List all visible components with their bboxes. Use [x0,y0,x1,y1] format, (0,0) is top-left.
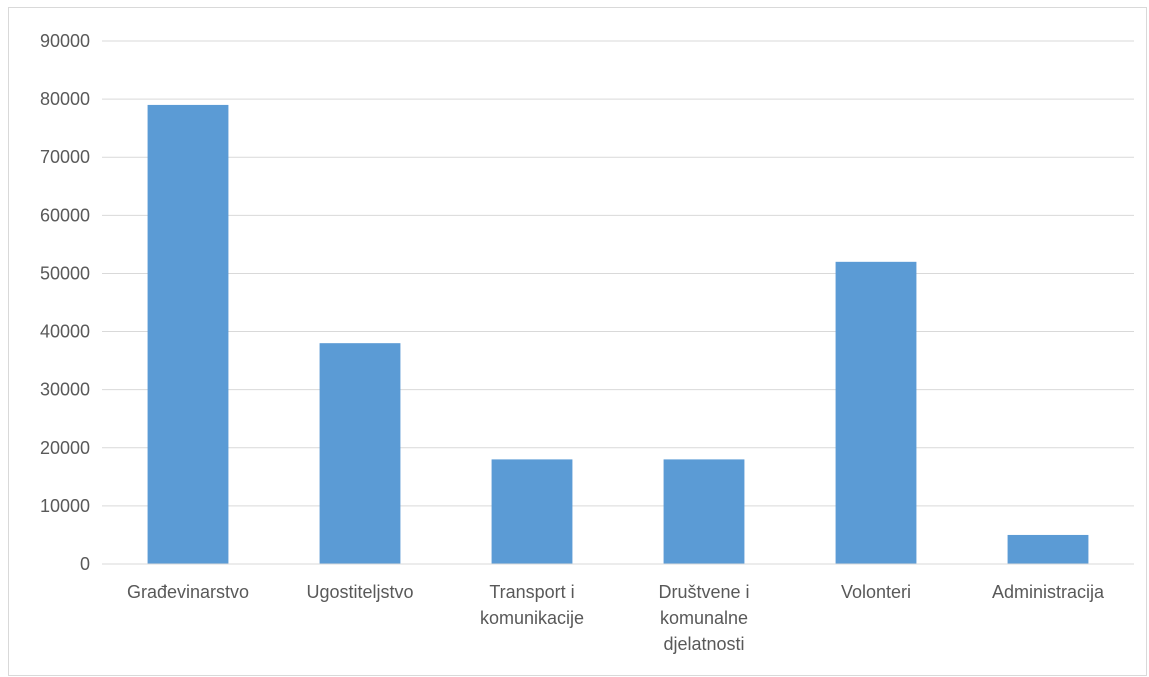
y-tick-labels: 0 10000 20000 30000 40000 50000 60000 70000 8000… [40,31,90,574]
bars [147,104,1089,564]
y-tick-label: 70000 [40,147,90,167]
bar [1007,534,1089,564]
y-tick-label: 40000 [40,322,90,342]
bar [319,343,401,564]
y-tick-label: 80000 [40,89,90,109]
y-tick-label: 90000 [40,31,90,51]
y-tick-label: 30000 [40,380,90,400]
bar [663,459,745,564]
category-label: Ugostiteljstvo [306,582,413,602]
category-label: Administracija [992,582,1105,602]
y-tick-label: 60000 [40,205,90,225]
y-tick-label: 20000 [40,438,90,458]
category-label: Građevinarstvo [127,582,249,602]
category-label: komunalne [660,608,748,628]
category-labels: Građevinarstvo Ugostiteljstvo Transport i k… [127,582,1105,654]
category-label: djelatnosti [663,634,744,654]
y-tick-label: 10000 [40,496,90,516]
category-label: Volonteri [841,582,911,602]
y-tick-label: 0 [80,554,90,574]
category-label: Društvene i [658,582,749,602]
category-label: komunikacije [480,608,584,628]
bar [491,459,573,564]
y-tick-label: 50000 [40,263,90,283]
bar [147,104,229,564]
grid-lines [102,40,1134,507]
category-label: Transport i [489,582,574,602]
bar [835,261,917,564]
